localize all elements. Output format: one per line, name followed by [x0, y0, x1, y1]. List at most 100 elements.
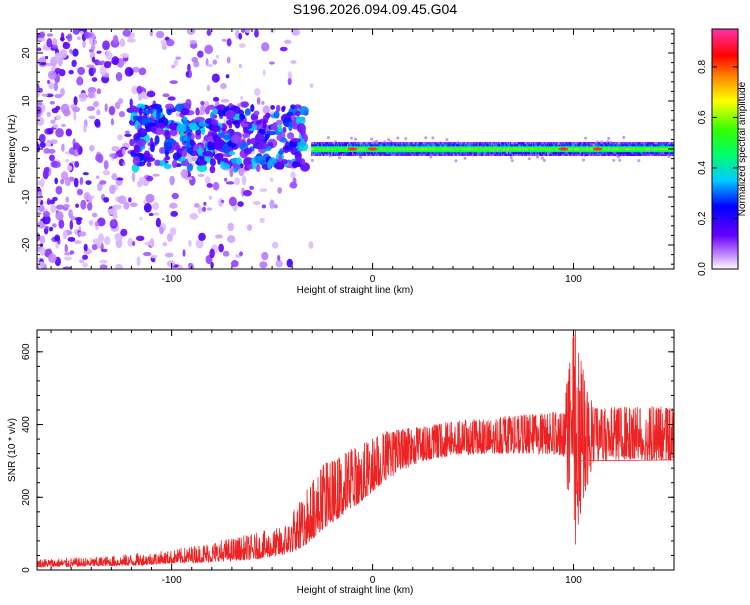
spectrogram-cell — [37, 232, 41, 242]
spectrogram-cell — [301, 124, 306, 134]
spectrogram-cell — [108, 105, 116, 116]
spectrogram-cell — [48, 154, 55, 162]
colorbar-tick-label: 0.2 — [697, 211, 708, 225]
spectrogram-cell — [197, 205, 203, 215]
spectrogram-cell — [120, 53, 129, 57]
spectrogram-cell — [228, 150, 236, 156]
spectrogram-cell — [164, 155, 171, 161]
spectrogram-cell — [87, 91, 95, 99]
spectrogram-cell — [209, 248, 215, 259]
spectrogram-cell — [78, 259, 85, 264]
spectrogram-cell — [94, 118, 101, 127]
spectrogram-cell — [136, 138, 147, 147]
spectrogram-cell — [612, 158, 616, 162]
spectrogram-cell — [71, 160, 75, 164]
spectrogram-cell — [180, 168, 189, 179]
spectrogram-cell — [118, 195, 127, 204]
spectrogram-cell — [181, 160, 190, 167]
spectrogram-cell — [72, 106, 81, 113]
spectrogram-cell — [242, 132, 251, 139]
spectrogram-cell — [63, 203, 71, 208]
spectrogram-cell — [102, 40, 110, 51]
spectrogram-cell — [46, 127, 54, 135]
spectrogram-cell — [39, 141, 46, 149]
spectrogram-cell — [204, 176, 211, 185]
spectrogram-cell — [95, 154, 103, 162]
spectrogram-cell — [212, 96, 220, 102]
spectrogram-cell — [137, 128, 148, 138]
spectrogram-cell — [212, 181, 220, 191]
spectrogram-cell — [181, 149, 188, 158]
spectrogram-cell — [152, 201, 159, 211]
spectrogram-cell — [256, 97, 261, 105]
spectrogram-cell — [148, 212, 154, 217]
spectrogram-cell — [111, 220, 116, 227]
spectrogram-cell — [270, 124, 278, 131]
spectrogram-cell — [166, 260, 176, 268]
spectrogram-cell — [118, 111, 126, 118]
spectrogram-cell — [189, 139, 195, 146]
snr-y-ticks: 0 200 400 600 — [21, 336, 674, 573]
spectrogram-cell — [349, 148, 355, 150]
spectrogram-cell — [584, 136, 588, 140]
spectrogram-cell — [48, 253, 57, 264]
spectrogram-cell — [262, 69, 266, 76]
spectrogram-cell — [115, 72, 123, 82]
spectrogram-cell — [45, 55, 49, 60]
snr-series-line — [37, 330, 674, 568]
spectrogram-cell — [164, 130, 171, 140]
spectrogram-cell — [165, 39, 175, 47]
spectrogram-cell — [69, 48, 73, 54]
spectrogram-cell — [197, 50, 204, 58]
spectrogram-cell — [622, 135, 626, 139]
spectrogram-cell — [87, 202, 93, 211]
spectrogram-cell — [206, 29, 212, 36]
spectrogram-cell — [138, 93, 143, 102]
spectrogram-cell — [91, 56, 96, 63]
spectrogram-cell — [82, 262, 88, 268]
spectrogram-cell — [309, 83, 314, 88]
spectrogram-cell — [195, 107, 200, 116]
spectrogram-cell — [212, 108, 218, 115]
spectrogram-cell — [225, 181, 235, 185]
spectrogram-cell — [169, 80, 178, 85]
spectrogram-cell — [84, 31, 90, 39]
spectrogram-cell — [165, 252, 174, 258]
spectrogram-cell — [46, 38, 53, 48]
spectrogram-cell — [62, 266, 72, 269]
spectrogram-cell — [50, 139, 58, 145]
spectrogram-cell — [445, 138, 449, 142]
spectrogram-cell — [143, 202, 152, 213]
spectrogram-cell — [220, 199, 225, 204]
spectrogram-cell — [239, 251, 244, 257]
spectrogram-cell — [82, 172, 89, 176]
spectrogram-cell — [297, 141, 307, 147]
spectrogram-cell — [237, 201, 244, 207]
snr-x-ticks: -100 0 100 — [50, 330, 675, 586]
spectrogram-cell — [55, 105, 61, 111]
spectrogram-cell — [206, 183, 213, 188]
spectrogram-cell — [169, 175, 175, 186]
spectrogram-cell — [111, 145, 120, 152]
spectrogram-cell — [222, 250, 230, 257]
spectrogram-cell — [150, 254, 158, 259]
spectrogram-cell — [124, 133, 132, 137]
spectrogram-cell — [54, 93, 63, 99]
spectrogram-cell — [240, 101, 250, 108]
spectrogram-cell — [38, 261, 45, 268]
spectrogram-cell — [290, 171, 296, 179]
spectrogram-cell — [78, 226, 82, 231]
spectrogram-cell — [156, 127, 164, 136]
spectrogram-cell — [211, 73, 220, 83]
spectrogram-cell — [136, 85, 143, 94]
spectrogram-cell — [74, 160, 80, 168]
spectrogram-cell — [178, 264, 183, 269]
spectrogram-cell — [78, 92, 87, 102]
spectrogram-cell — [50, 160, 58, 168]
spectrogram-cell — [258, 128, 266, 135]
spectrogram-cell — [266, 130, 277, 136]
spectrogram-cell — [292, 177, 297, 185]
spectrogram-cell — [186, 29, 196, 36]
spectrogram-cell — [250, 104, 255, 112]
